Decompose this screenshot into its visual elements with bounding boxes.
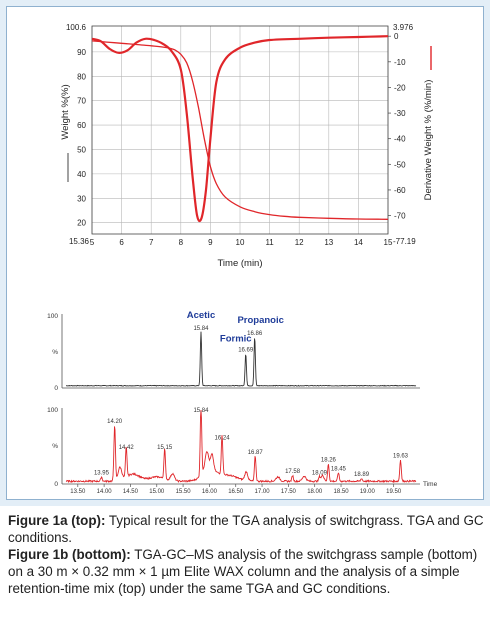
chrom-bottom-x-axis-label: Time: [423, 481, 438, 488]
tga-y-tick-label: 40: [77, 170, 86, 179]
tga-y-ticks: 20 30 40 50 60 70 80 90: [77, 48, 86, 228]
chrom-bottom-x-tick-label: 14.50: [123, 489, 139, 495]
tga-y-tick-label: 80: [77, 72, 86, 81]
chrom-bottom-x-tick-label: 18.50: [334, 489, 350, 495]
tga-derivative-curve: [91, 35, 389, 223]
tga-y-top-label: 100.6: [66, 23, 87, 32]
tga-y2-ticks: 0 -10 -20 -30 -40 -50 -60 -70: [388, 32, 406, 221]
tga-y-tick-label: 90: [77, 48, 86, 57]
chrom-bottom-peak-time: 14.20: [107, 419, 123, 425]
chrom-bottom-x-tick-label: 19.50: [386, 489, 402, 495]
chrom-bottom-peak-labels: 13.95 14.20 14.42 15.15 15.84 16.24 16.87 17.58…: [94, 408, 409, 478]
chrom-bottom-x-tick-label: 15.00: [149, 489, 165, 495]
caption-fig1a-label: Figure 1a (top):: [8, 513, 106, 528]
tga-x-tick-label: 12: [295, 238, 304, 247]
chrom-top-y-tick-100: 100: [47, 313, 58, 320]
tga-y-tick-label: 50: [77, 145, 86, 154]
tga-y-tick-label: 60: [77, 121, 86, 130]
chrom-bottom-peak-time: 16.24: [215, 435, 231, 441]
caption-fig1b-text: TGA-GC–MS analysis of the switchgrass sa…: [8, 547, 478, 596]
chrom-bottom-y-tick-100: 100: [47, 407, 58, 414]
tga-y-tick-label: 30: [77, 194, 86, 203]
tga-y2-axis-label: Derivative Weight % (%/min): [423, 80, 434, 201]
chrom-bottom-x-tick-label: 17.50: [281, 489, 297, 495]
figure-box: [6, 6, 484, 500]
tga-plot-frame: [91, 25, 389, 235]
tga-chart: 5 6 7 8 9 10 11 12 13 14 15 20 30 40 50 60 70 80 90 0 -10 -…: [60, 23, 434, 269]
chrom-bottom-peak-time: 18.09: [312, 471, 328, 477]
figure-caption: Figure 1a (top): Typical result for the …: [8, 512, 486, 597]
tga-y2-tick-label: -10: [394, 58, 406, 67]
chromatogram-sample: 100 % 0 13.95 14.20 14.42 15.15 15.84 16.24 16…: [47, 407, 437, 495]
chrom-bottom-peak-time: 17.58: [285, 469, 301, 475]
chrom-bottom-y-tick-0: 0: [54, 481, 58, 488]
tga-y2-top-label: 3.976: [393, 23, 414, 32]
chrom-top-compound-name: Formic: [220, 334, 252, 345]
figure-panel: [0, 0, 490, 506]
tga-y2-tick-label: -20: [394, 83, 406, 92]
tga-y2-tick-label: -50: [394, 160, 406, 169]
chrom-bottom-peak-time: 18.45: [331, 466, 347, 472]
tga-y2-tick-label: -70: [394, 212, 406, 221]
chrom-top-peak-time: 16.69: [238, 348, 254, 354]
chrom-top-peak-time: 15.84: [193, 326, 209, 332]
caption-fig1a: Figure 1a (top): Typical result for the …: [8, 512, 486, 546]
tga-x-ticks: 5 6 7 8 9 10 11 12 13 14 15: [90, 238, 393, 247]
tga-x-tick-label: 7: [149, 238, 154, 247]
tga-x-tick-label: 15: [384, 238, 393, 247]
chrom-bottom-x-tick-label: 17.00: [255, 489, 271, 495]
tga-y2-tick-label: -60: [394, 186, 406, 195]
chrom-bottom-peak-time: 15.15: [157, 445, 173, 451]
chrom-bottom-x-tick-label: 14.00: [97, 489, 113, 495]
chrom-bottom-x-tick-label: 16.50: [228, 489, 244, 495]
tga-x-tick-label: 9: [208, 238, 213, 247]
chrom-top-compound-name: Propanoic: [237, 315, 283, 326]
chrom-top-trace: [66, 331, 417, 387]
tga-x-tick-label: 11: [265, 238, 274, 247]
chrom-bottom-peak-time: 13.95: [94, 471, 110, 477]
chrom-bottom-x-ticks: 13.50 14.00 14.50 15.00 15.50 16.00 16.50 17.00…: [70, 484, 402, 495]
tga-x-axis-label: Time (min): [217, 258, 262, 269]
caption-fig1b: Figure 1b (bottom): TGA-GC–MS analysis o…: [8, 546, 486, 597]
chrom-bottom-x-tick-label: 13.50: [70, 489, 86, 495]
chrom-bottom-peak-time: 16.87: [248, 450, 264, 456]
caption-fig1b-label: Figure 1b (bottom):: [8, 547, 131, 562]
tga-y-axis-label: Weight %(%): [60, 84, 71, 139]
chrom-top-y-tick-pct: %: [52, 349, 58, 356]
tga-x-tick-label: 14: [354, 238, 363, 247]
caption-fig1a-text: Typical result for the TGA analysis of s…: [8, 513, 484, 545]
tga-y-tick-label: 70: [77, 97, 86, 106]
chrom-top-compound-name: Acetic: [187, 310, 216, 321]
chrom-bottom-x-tick-label: 19.00: [360, 489, 376, 495]
chrom-bottom-peak-time: 14.42: [119, 445, 135, 451]
tga-y2-tick-label: 0: [394, 32, 399, 41]
chrom-bottom-peak-time: 15.84: [193, 408, 209, 414]
tga-weight-curve: [91, 40, 389, 220]
chrom-bottom-x-tick-label: 18.00: [307, 489, 323, 495]
chrom-bottom-y-tick-pct: %: [52, 443, 58, 450]
chrom-bottom-peak-time: 18.89: [354, 472, 370, 478]
chrom-bottom-x-tick-label: 15.50: [176, 489, 192, 495]
tga-y2-bottom-label: -77.19: [393, 237, 416, 246]
chrom-top-peak-time: 16.86: [247, 331, 263, 337]
chrom-bottom-peak-time: 19.63: [393, 453, 409, 459]
tga-x-tick-label: 10: [236, 238, 245, 247]
chrom-bottom-peak-time: 18.26: [321, 458, 337, 464]
figure-charts: 5 6 7 8 9 10 11 12 13 14 15 20 30 40 50 60 70 80 90 0 -10 -…: [47, 23, 437, 495]
tga-y2-tick-label: -30: [394, 109, 406, 118]
tga-x-tick-label: 6: [119, 238, 124, 247]
chrom-top-y-tick-0: 0: [54, 385, 58, 392]
chrom-bottom-trace: [65, 409, 417, 484]
tga-y-tick-label: 20: [77, 219, 86, 228]
tga-x-tick-label: 13: [324, 238, 333, 247]
tga-y-bottom-label: 15.36: [69, 237, 90, 246]
tga-y2-tick-label: -40: [394, 135, 406, 144]
tga-grid: [91, 26, 389, 234]
chrom-bottom-x-tick-label: 16.00: [202, 489, 218, 495]
tga-x-tick-label: 5: [90, 238, 95, 247]
tga-x-tick-label: 8: [179, 238, 184, 247]
